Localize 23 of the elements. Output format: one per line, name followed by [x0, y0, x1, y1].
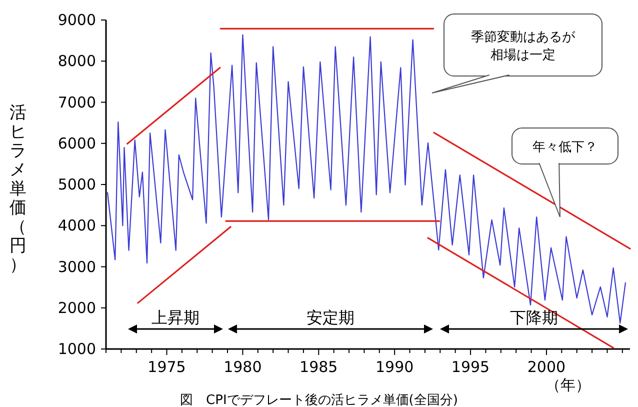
y-tick-label: 7000 — [58, 93, 96, 112]
y-tick-label: 6000 — [58, 134, 96, 152]
text: 図 CPIでデフレート後の活ヒラメ単価(全国分) — [180, 393, 458, 407]
annotation: 安定期 — [306, 308, 354, 327]
x-tick-label: 1980 — [224, 358, 262, 376]
y-tick-label: 2000 — [58, 298, 96, 317]
y-tick-label: 4000 — [58, 216, 96, 235]
annotation: 年々低下？ — [532, 140, 598, 155]
y-tick-label: 3000 — [58, 258, 96, 276]
y-tick-label: 9000 — [58, 11, 96, 29]
x-tick-label: 2000 — [527, 358, 566, 376]
annotation: 季節変動はあるが相場は一定 — [471, 29, 576, 63]
y-tick-label: 8000 — [58, 52, 96, 70]
x-tick-label: 1975 — [148, 358, 186, 376]
x-tick-label: 1990 — [375, 358, 414, 376]
y-tick-label: 5000 — [58, 176, 96, 194]
annotation: 下降期 — [510, 308, 558, 327]
y-axis-title: 活ヒラメ単価（円） — [10, 103, 26, 275]
x-tick-label: 1995 — [451, 358, 490, 376]
x-tick-label: 1985 — [300, 358, 338, 376]
y-tick-label: 1000 — [58, 340, 96, 358]
x-axis-title: （年） — [546, 376, 590, 394]
annotation: 上昇期 — [152, 308, 200, 327]
